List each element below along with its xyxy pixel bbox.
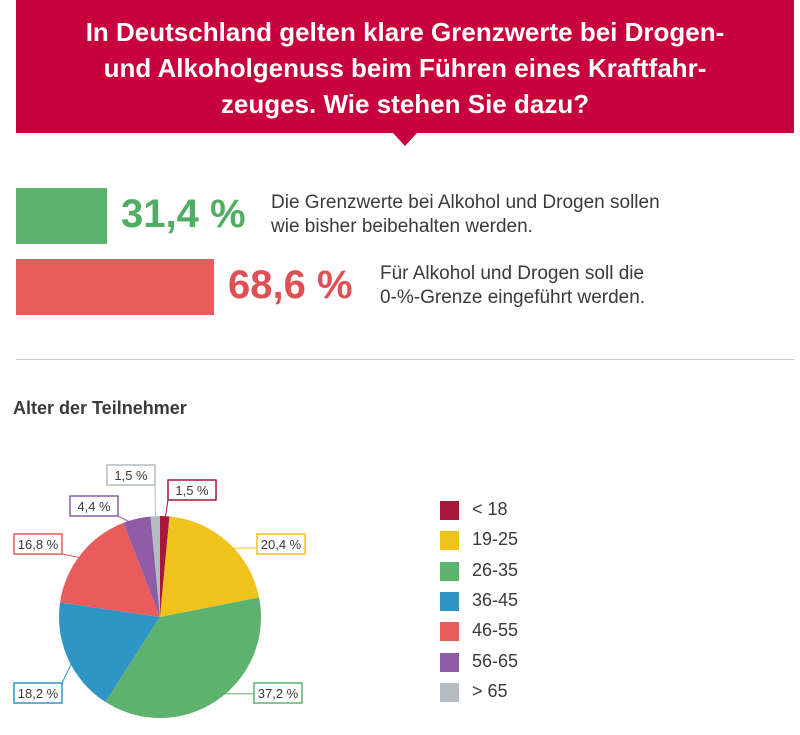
pie-leader-line [61,655,76,684]
legend-swatch [440,501,459,520]
legend-item: 19-25 [440,527,560,557]
pie-data-label: 16,8 % [18,537,59,552]
legend-label: > 65 [472,680,508,701]
legend-item: 26-35 [440,558,560,588]
pie-label-box [256,533,306,555]
pie-leader-line [154,484,157,525]
question-banner: In Deutschland gelten klare Grenzwerte b… [16,0,794,133]
legend-label: 19-25 [472,529,519,550]
legend-swatch [440,561,459,581]
question-title: In Deutschland gelten klare Grenzwerte b… [85,17,725,119]
legend-item: 56-65 [440,649,560,679]
legend-item: < 18 [440,497,560,527]
pie-slice [160,516,260,617]
pie-slice [105,597,261,718]
answer-percent-zero-limit: 68,6 % [228,263,353,307]
pie-label-box [69,495,119,517]
section-title: Alter der Teilnehmer [13,398,187,418]
pie-data-label: 18,2 % [18,686,59,701]
legend-item: > 65 [440,679,560,709]
legend-label: 56-65 [472,650,519,671]
legend-label: < 18 [472,499,508,519]
pie-leader-line [61,553,88,560]
legend-label: 46-55 [472,620,519,641]
legend-label: 26-35 [472,559,519,580]
answer-text-zero-limit: Für Alkohol und Drogen soll die 0-%-Gren… [380,263,646,308]
answer-bar-zero-limit [16,259,214,315]
answer-bar-keep-limits [16,188,107,244]
legend-label: 36-45 [472,589,519,610]
pie-slice [123,516,160,617]
legend-swatch [440,531,459,551]
pie-slice [58,602,160,702]
legend-swatch [440,591,459,611]
age-pie-chart: 1,5 % 20,4 % 37,2 % 18,2 % 16,8 % 4,4 % 1,5 % [13,464,306,718]
pie-data-label: 1,5 % [114,468,148,483]
pie-leader-line [117,515,139,528]
pie-slice [150,516,160,617]
pie-label-box [253,682,303,704]
answer-percent-keep-limits: 31,4 % [121,192,246,236]
pie-data-label: 4,4 % [77,499,111,514]
pie-data-label: 20,4 % [261,537,302,552]
legend-swatch [440,652,459,672]
pie-label-box [13,533,63,555]
pie-leader-line [163,499,169,525]
section-divider [16,359,794,360]
pie-slice [160,516,170,617]
legend-item: 46-55 [440,618,560,648]
legend-item: 36-45 [440,588,560,618]
pie-slice [60,522,160,617]
pie-label-box [13,682,63,704]
pie-data-label: 1,5 % [175,483,209,498]
pie-label-box [167,479,217,501]
pie-label-box [106,464,156,486]
legend-swatch [440,682,459,702]
legend-swatch [440,622,459,642]
banner-pointer [393,133,417,146]
pie-data-label: 37,2 % [258,686,299,701]
answer-text-keep-limits: Die Grenzwerte bei Alkohol und Drogen so… [271,192,660,237]
